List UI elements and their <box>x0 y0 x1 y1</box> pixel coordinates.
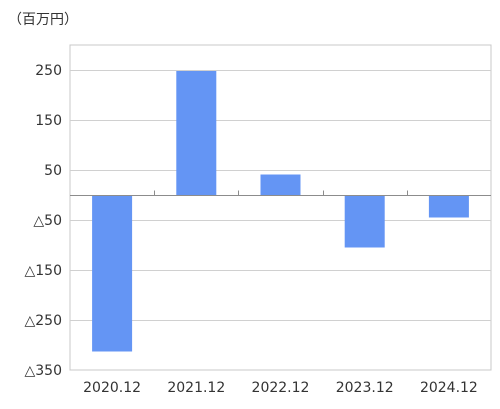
bars <box>92 71 469 352</box>
y-tick-label: 150 <box>35 113 62 129</box>
x-tick-label: 2021.12 <box>167 380 225 396</box>
y-tick-label: △150 <box>25 263 63 279</box>
y-tick-label: △50 <box>33 213 62 229</box>
bar-2020.12 <box>92 195 133 352</box>
x-tick-label: 2020.12 <box>83 380 141 396</box>
bar-2023.12 <box>344 195 385 248</box>
x-tick-label: 2024.12 <box>420 380 478 396</box>
y-tick-label: △250 <box>25 313 63 329</box>
bar-2021.12 <box>176 71 217 195</box>
y-tick-label: 50 <box>44 163 62 179</box>
x-tick-label: 2022.12 <box>252 380 310 396</box>
plot-frame <box>69 44 492 371</box>
bar-2024.12 <box>428 195 469 218</box>
bar-2022.12 <box>260 174 301 195</box>
zero-axis <box>70 190 491 196</box>
y-tick-label: 250 <box>35 63 62 79</box>
x-tick-labels: 2020.12 2021.12 2022.12 2023.12 2024.12 <box>83 380 478 396</box>
unit-label: （百万円） <box>8 12 78 28</box>
x-tick-label: 2023.12 <box>336 380 394 396</box>
y-tick-label: △350 <box>25 363 63 379</box>
gridlines <box>70 70 491 321</box>
y-tick-labels: 250 150 50 △50 △150 △250 △350 <box>25 63 63 379</box>
